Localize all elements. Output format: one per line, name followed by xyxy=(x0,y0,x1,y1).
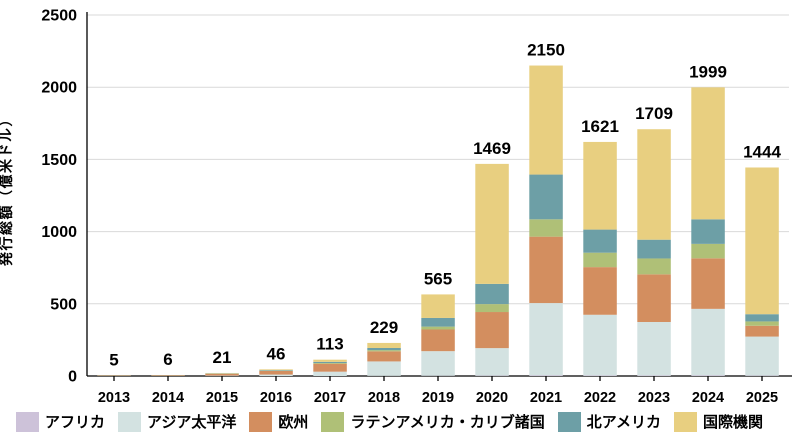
svg-text:21: 21 xyxy=(213,348,232,367)
svg-text:2017: 2017 xyxy=(314,390,346,406)
svg-text:1500: 1500 xyxy=(41,152,77,169)
svg-text:1709: 1709 xyxy=(635,104,673,123)
svg-text:2000: 2000 xyxy=(41,80,77,97)
svg-text:2015: 2015 xyxy=(206,390,238,406)
svg-text:2018: 2018 xyxy=(368,390,400,406)
svg-text:229: 229 xyxy=(370,318,398,337)
svg-text:46: 46 xyxy=(267,344,286,363)
svg-text:113: 113 xyxy=(316,335,343,354)
svg-text:5: 5 xyxy=(109,350,118,369)
svg-text:2500: 2500 xyxy=(41,8,77,25)
svg-text:1444: 1444 xyxy=(743,143,781,162)
svg-text:2019: 2019 xyxy=(422,390,454,406)
svg-text:2023: 2023 xyxy=(638,390,670,406)
svg-text:2025: 2025 xyxy=(746,390,778,406)
svg-text:1621: 1621 xyxy=(581,117,619,136)
svg-text:565: 565 xyxy=(424,269,452,288)
svg-text:2020: 2020 xyxy=(476,390,508,406)
svg-text:6: 6 xyxy=(163,350,172,369)
svg-text:2021: 2021 xyxy=(530,390,562,406)
svg-text:2024: 2024 xyxy=(692,390,724,406)
svg-text:2016: 2016 xyxy=(260,390,292,406)
svg-text:2022: 2022 xyxy=(584,390,616,406)
svg-text:1000: 1000 xyxy=(41,224,77,241)
svg-text:0: 0 xyxy=(68,369,77,386)
svg-text:2014: 2014 xyxy=(152,390,184,406)
svg-text:1999: 1999 xyxy=(689,62,727,81)
svg-text:1469: 1469 xyxy=(473,139,511,158)
svg-text:500: 500 xyxy=(50,296,77,313)
svg-text:2150: 2150 xyxy=(527,41,565,60)
svg-text:2013: 2013 xyxy=(98,390,130,406)
